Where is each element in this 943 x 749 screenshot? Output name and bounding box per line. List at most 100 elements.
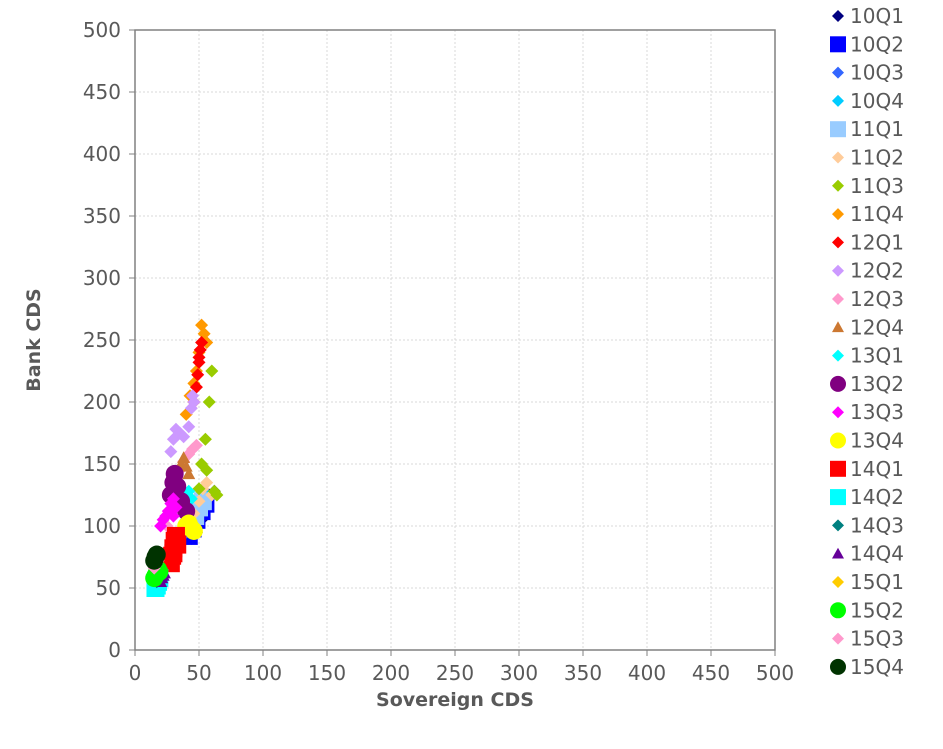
- x-tick-label: 200: [372, 661, 410, 685]
- legend-marker: [832, 236, 844, 249]
- legend-marker: [832, 264, 844, 277]
- legend-item: 12Q1: [832, 230, 904, 254]
- data-point: [177, 430, 191, 444]
- legend-item: 14Q4: [832, 542, 904, 566]
- x-tick-label: 0: [129, 661, 142, 685]
- legend-marker: [832, 10, 844, 22]
- legend-item: 15Q4: [830, 655, 904, 679]
- legend-label: 13Q4: [850, 429, 904, 453]
- y-tick-label: 50: [96, 576, 121, 600]
- y-tick-label: 450: [83, 80, 121, 104]
- legend-item: 15Q2: [830, 598, 904, 622]
- legend-label: 10Q1: [850, 4, 904, 28]
- legend-label: 14Q4: [850, 542, 904, 566]
- legend-label: 10Q4: [850, 89, 904, 113]
- legend-label: 14Q1: [850, 457, 904, 481]
- legend-marker: [832, 293, 844, 305]
- legend-item: 14Q3: [832, 513, 904, 537]
- data-point: [195, 335, 209, 349]
- legend-item: 10Q4: [832, 89, 904, 113]
- y-tick-label: 150: [83, 452, 121, 476]
- data-point: [166, 509, 180, 523]
- series-11Q3: [192, 364, 224, 502]
- legend-marker: [832, 406, 844, 419]
- legend-marker: [832, 547, 844, 559]
- data-point: [181, 518, 200, 537]
- legend-label: 12Q3: [850, 287, 904, 311]
- y-tick-label: 200: [83, 390, 121, 414]
- legend-item: 13Q1: [832, 344, 904, 368]
- data-point: [147, 545, 166, 564]
- legend-marker: [832, 179, 844, 192]
- legend-label: 15Q2: [850, 598, 904, 622]
- legend-label: 15Q4: [850, 655, 904, 679]
- legend-item: 11Q2: [832, 146, 904, 170]
- data-point: [164, 544, 183, 563]
- legend-label: 14Q3: [850, 513, 904, 537]
- legend-item: 13Q3: [832, 400, 904, 424]
- data-point: [187, 395, 201, 409]
- legend-marker: [830, 121, 846, 138]
- legend-marker: [830, 36, 846, 53]
- legend-marker: [830, 432, 846, 449]
- legend-marker: [832, 66, 844, 79]
- legend: 10Q1 10Q2 10Q3 10Q4 11Q1 11Q2 11Q3 11Q4 12Q1 12Q2…: [830, 4, 904, 679]
- legend-marker: [832, 632, 844, 645]
- data-point: [192, 482, 206, 496]
- data-point: [191, 368, 205, 382]
- x-tick-label: 100: [244, 661, 282, 685]
- legend-marker: [832, 208, 844, 221]
- x-tick-label: 150: [308, 661, 346, 685]
- legend-item: 10Q3: [832, 61, 904, 85]
- legend-label: 10Q3: [850, 61, 904, 85]
- legend-item: 11Q1: [830, 117, 904, 141]
- legend-marker: [830, 489, 846, 506]
- x-tick-label: 50: [186, 661, 211, 685]
- legend-label: 15Q3: [850, 627, 904, 651]
- legend-marker: [832, 321, 844, 333]
- data-point: [168, 477, 187, 496]
- data-point: [182, 467, 196, 480]
- legend-item: 15Q1: [832, 570, 904, 594]
- legend-marker: [832, 576, 844, 588]
- legend-label: 11Q4: [850, 202, 904, 226]
- x-tick-label: 300: [500, 661, 538, 685]
- y-tick-label: 400: [83, 142, 121, 166]
- data-point: [182, 420, 196, 434]
- y-tick-label: 500: [83, 18, 121, 42]
- y-tick-label: 300: [83, 266, 121, 290]
- data-point: [200, 463, 214, 477]
- legend-item: 15Q3: [832, 627, 904, 651]
- legend-label: 15Q1: [850, 570, 904, 594]
- legend-label: 11Q1: [850, 117, 904, 141]
- legend-marker: [830, 658, 846, 675]
- y-tick-label: 100: [83, 514, 121, 538]
- legend-item: 10Q2: [830, 32, 904, 56]
- legend-marker: [830, 460, 846, 477]
- legend-item: 11Q4: [832, 202, 904, 226]
- data-point: [210, 488, 224, 502]
- series-13Q3: [154, 492, 183, 533]
- legend-marker: [832, 151, 844, 164]
- legend-item: 11Q3: [832, 174, 904, 198]
- data-point: [177, 451, 191, 463]
- y-tick-label: 0: [108, 638, 121, 662]
- data-point: [198, 432, 212, 446]
- y-tick-label: 250: [83, 328, 121, 352]
- data-point: [200, 476, 214, 490]
- legend-label: 12Q2: [850, 259, 904, 283]
- legend-item: 12Q4: [832, 315, 904, 339]
- legend-item: 12Q2: [832, 259, 904, 283]
- x-tick-label: 350: [564, 661, 602, 685]
- axis-ticks: 0 50 100 150 200 250 300 350 400 450 500 0 50 100 150 2…: [83, 18, 794, 685]
- legend-label: 11Q3: [850, 174, 904, 198]
- legend-marker: [832, 349, 844, 362]
- series-12Q2: [164, 389, 201, 459]
- legend-item: 14Q1: [830, 457, 904, 481]
- legend-label: 13Q2: [850, 372, 904, 396]
- legend-label: 12Q4: [850, 315, 904, 339]
- legend-marker: [830, 375, 846, 392]
- x-tick-label: 450: [692, 661, 730, 685]
- series-15Q4: [145, 545, 166, 570]
- legend-item: 13Q2: [830, 372, 904, 396]
